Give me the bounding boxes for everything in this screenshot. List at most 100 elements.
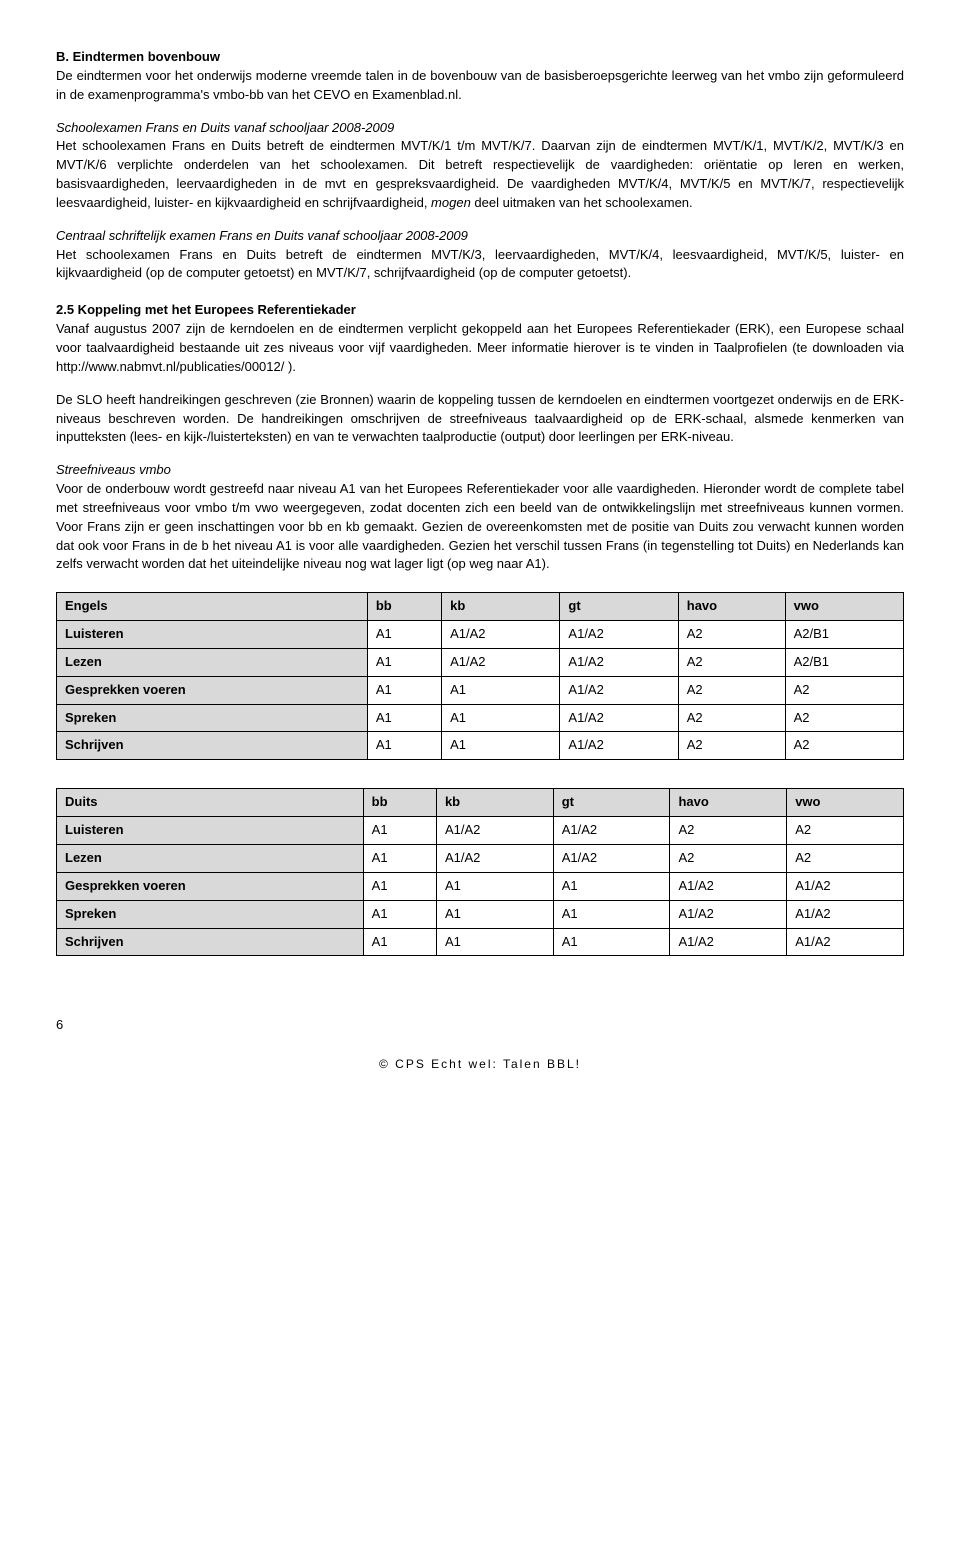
- table-row: SchrijvenA1A1A1A1/A2A1/A2: [57, 928, 904, 956]
- cell: A1: [442, 676, 560, 704]
- cell: A1: [553, 928, 670, 956]
- cell: A1/A2: [560, 732, 678, 760]
- cell: A2: [785, 676, 903, 704]
- cell: A1/A2: [560, 676, 678, 704]
- row-label: Lezen: [57, 845, 364, 873]
- table-row: LuisterenA1A1/A2A1/A2A2A2/B1: [57, 621, 904, 649]
- cell: A1: [363, 817, 436, 845]
- table-row: Gesprekken voerenA1A1A1A1/A2A1/A2: [57, 872, 904, 900]
- cell: A2: [785, 704, 903, 732]
- cell: A1: [363, 872, 436, 900]
- table-row: SprekenA1A1A1A1/A2A1/A2: [57, 900, 904, 928]
- section-b: B. Eindtermen bovenbouw De eindtermen vo…: [56, 48, 904, 283]
- row-label: Lezen: [57, 648, 368, 676]
- col-kb: kb: [442, 593, 560, 621]
- cell: A1/A2: [560, 704, 678, 732]
- streefniveaus-body: Voor de onderbouw wordt gestreefd naar n…: [56, 481, 904, 571]
- table-row: SchrijvenA1A1A1/A2A2A2: [57, 732, 904, 760]
- table-engels-body: LuisterenA1A1/A2A1/A2A2A2/B1LezenA1A1/A2…: [57, 621, 904, 760]
- table-duits: Duits bb kb gt havo vwo LuisterenA1A1/A2…: [56, 788, 904, 956]
- col-bb: bb: [367, 593, 441, 621]
- cell: A1/A2: [560, 621, 678, 649]
- cell: A1: [436, 900, 553, 928]
- streefniveaus-title: Streefniveaus vmbo: [56, 462, 171, 477]
- cell: A1/A2: [553, 817, 670, 845]
- row-label: Spreken: [57, 704, 368, 732]
- col-gt: gt: [560, 593, 678, 621]
- cell: A1: [363, 845, 436, 873]
- section-b-p1: De eindtermen voor het onderwijs moderne…: [56, 68, 904, 102]
- col-vwo: vwo: [787, 789, 904, 817]
- section-25-p2: De SLO heeft handreikingen geschreven (z…: [56, 391, 904, 448]
- row-label: Gesprekken voeren: [57, 872, 364, 900]
- row-label: Luisteren: [57, 621, 368, 649]
- cell: A1: [442, 732, 560, 760]
- schoolexamen-body2: deel uitmaken van het schoolexamen.: [471, 195, 693, 210]
- cell: A2: [670, 817, 787, 845]
- cell: A1/A2: [553, 845, 670, 873]
- section-25-title: 2.5 Koppeling met het Europees Referenti…: [56, 302, 356, 317]
- cell: A2: [670, 845, 787, 873]
- cell: A1/A2: [670, 900, 787, 928]
- cell: A2/B1: [785, 648, 903, 676]
- col-kb: kb: [436, 789, 553, 817]
- cell: A1/A2: [670, 872, 787, 900]
- col-bb: bb: [363, 789, 436, 817]
- cell: A1: [553, 900, 670, 928]
- table-row: LezenA1A1/A2A1/A2A2A2: [57, 845, 904, 873]
- cell: A1/A2: [442, 648, 560, 676]
- cell: A1/A2: [436, 845, 553, 873]
- cell: A2: [787, 845, 904, 873]
- row-label: Schrijven: [57, 732, 368, 760]
- table-engels: Engels bb kb gt havo vwo LuisterenA1A1/A…: [56, 592, 904, 760]
- cell: A2/B1: [785, 621, 903, 649]
- cell: A1: [367, 621, 441, 649]
- cell: A2: [678, 704, 785, 732]
- table-row: SprekenA1A1A1/A2A2A2: [57, 704, 904, 732]
- cell: A2: [678, 621, 785, 649]
- table-duits-header-row: Duits bb kb gt havo vwo: [57, 789, 904, 817]
- cell: A1: [436, 872, 553, 900]
- cell: A1/A2: [670, 928, 787, 956]
- col-gt: gt: [553, 789, 670, 817]
- cell: A1: [367, 704, 441, 732]
- centraal-title: Centraal schriftelijk examen Frans en Du…: [56, 228, 468, 243]
- cell: A1/A2: [787, 900, 904, 928]
- page-number: 6: [56, 1016, 63, 1035]
- table-engels-name: Engels: [57, 593, 368, 621]
- schoolexamen-title: Schoolexamen Frans en Duits vanaf school…: [56, 120, 394, 135]
- section-25-heading: 2.5 Koppeling met het Europees Referenti…: [56, 301, 904, 376]
- cell: A1/A2: [442, 621, 560, 649]
- section-b-heading: B. Eindtermen bovenbouw De eindtermen vo…: [56, 48, 904, 105]
- cell: A2: [678, 676, 785, 704]
- cell: A2: [785, 732, 903, 760]
- cell: A1/A2: [787, 928, 904, 956]
- cell: A1: [363, 900, 436, 928]
- footer-text: © CPS Echt wel: Talen BBL!: [379, 1056, 581, 1073]
- cell: A1: [553, 872, 670, 900]
- row-label: Luisteren: [57, 817, 364, 845]
- schoolexamen-mogen: mogen: [431, 195, 471, 210]
- section-25: 2.5 Koppeling met het Europees Referenti…: [56, 301, 904, 574]
- table-row: LuisterenA1A1/A2A1/A2A2A2: [57, 817, 904, 845]
- cell: A2: [787, 817, 904, 845]
- table-row: Gesprekken voerenA1A1A1/A2A2A2: [57, 676, 904, 704]
- table-duits-body: LuisterenA1A1/A2A1/A2A2A2LezenA1A1/A2A1/…: [57, 817, 904, 956]
- col-havo: havo: [670, 789, 787, 817]
- cell: A1: [363, 928, 436, 956]
- row-label: Schrijven: [57, 928, 364, 956]
- streefniveaus-block: Streefniveaus vmbo Voor de onderbouw wor…: [56, 461, 904, 574]
- cell: A1/A2: [787, 872, 904, 900]
- page-footer: 6 © CPS Echt wel: Talen BBL!: [56, 1016, 904, 1073]
- centraal-block: Centraal schriftelijk examen Frans en Du…: [56, 227, 904, 284]
- col-vwo: vwo: [785, 593, 903, 621]
- row-label: Spreken: [57, 900, 364, 928]
- cell: A1: [367, 648, 441, 676]
- col-havo: havo: [678, 593, 785, 621]
- table-duits-name: Duits: [57, 789, 364, 817]
- cell: A1: [367, 676, 441, 704]
- cell: A1/A2: [436, 817, 553, 845]
- table-engels-header-row: Engels bb kb gt havo vwo: [57, 593, 904, 621]
- row-label: Gesprekken voeren: [57, 676, 368, 704]
- cell: A2: [678, 648, 785, 676]
